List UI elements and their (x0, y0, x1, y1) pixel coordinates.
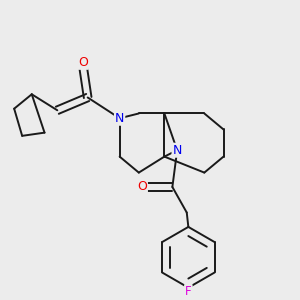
Text: O: O (78, 56, 88, 69)
Text: F: F (185, 285, 192, 298)
Text: O: O (137, 181, 147, 194)
Text: N: N (115, 112, 124, 125)
Text: N: N (172, 144, 182, 157)
